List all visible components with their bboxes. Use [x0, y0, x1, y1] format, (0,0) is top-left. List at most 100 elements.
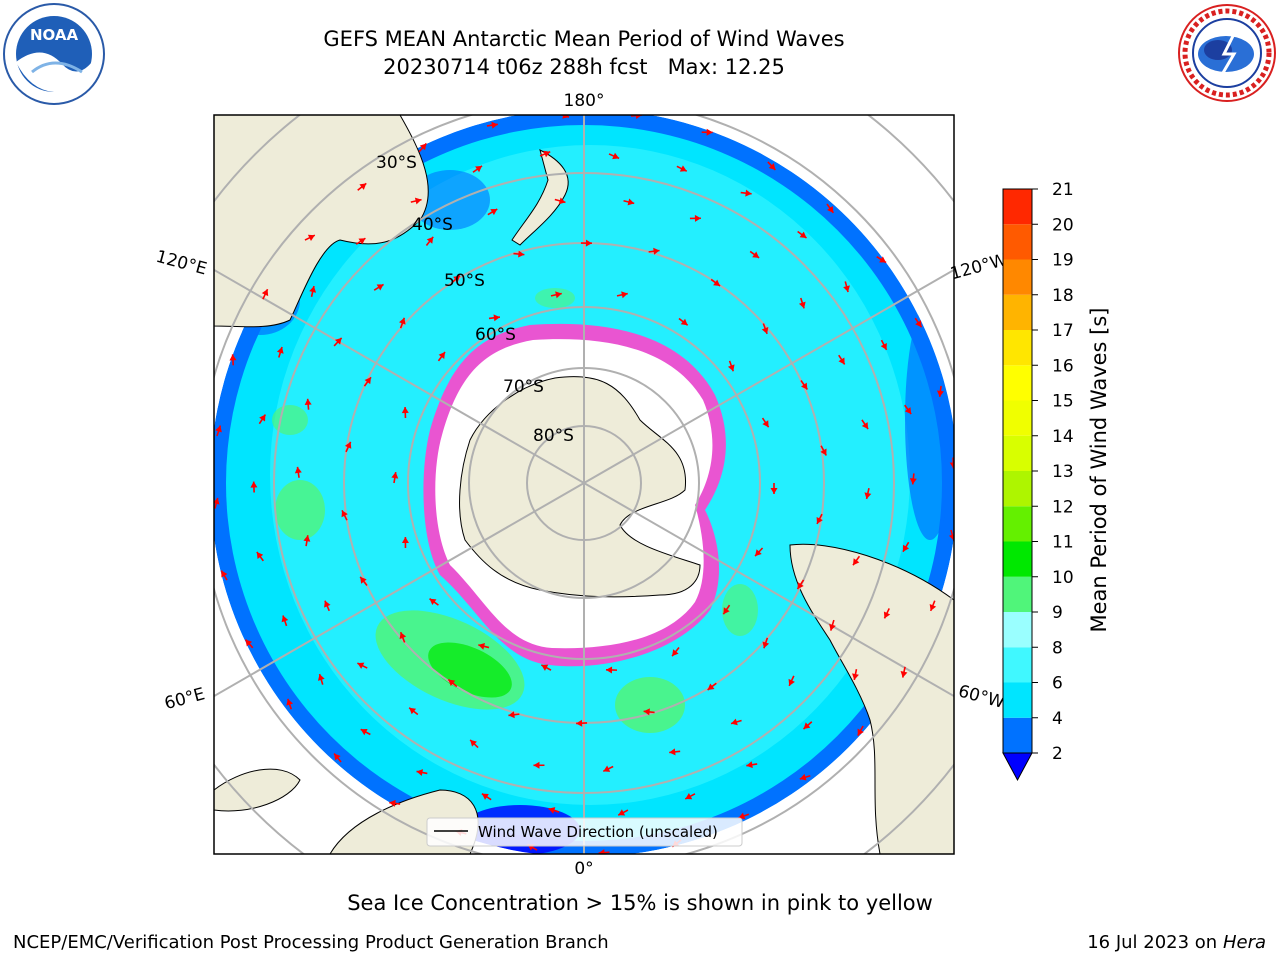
- wind-wave-arrow-head: [936, 390, 944, 397]
- wind-wave-arrow-head: [669, 748, 676, 756]
- wind-wave-arrow-head: [707, 683, 715, 690]
- colorbar: 2 4 6 8 9 10 11 12 13 14 15 16 17 18 19 20 21: [1002, 180, 1074, 782]
- wind-wave-arrow-head: [490, 209, 498, 216]
- wind-wave-arrow-head: [799, 231, 807, 238]
- wind-wave-arrow-head: [215, 425, 222, 433]
- wind-wave-arrow-head: [864, 492, 872, 499]
- wind-wave-arrow-head: [713, 279, 721, 286]
- colorbar-tick-label: 9: [1052, 603, 1063, 623]
- wind-wave-arrow-head: [229, 354, 237, 361]
- wind-wave-arrow-head: [429, 598, 437, 606]
- colorbar-tick-label: 21: [1052, 180, 1074, 200]
- wind-wave-arrow-head: [598, 849, 605, 854]
- wind-wave-arrow-head: [324, 600, 331, 608]
- colorbar-tick-label: 13: [1052, 462, 1074, 482]
- colorbar-bin: [1003, 330, 1032, 366]
- wind-wave-arrow-head: [391, 472, 399, 479]
- wind-wave-arrow-head: [799, 773, 807, 781]
- wind-wave-arrow-head: [797, 582, 804, 590]
- wind-wave-arrow-head: [334, 753, 341, 761]
- legend-label: Wind Wave Direction (unscaled): [478, 823, 718, 841]
- wind-wave-arrow-head: [762, 641, 770, 649]
- wind-wave-arrow-head: [426, 236, 434, 244]
- wind-wave-arrow-head: [904, 407, 912, 414]
- colorbar-bin: [1003, 717, 1032, 753]
- lon-label-60w: 60°W: [956, 681, 1007, 713]
- wind-wave-arrow-head: [562, 115, 569, 119]
- wind-wave-arrow-head: [816, 517, 823, 524]
- wind-wave-arrow-head: [770, 488, 778, 494]
- wind-wave-arrow-head: [359, 183, 367, 190]
- colorbar-bin: [1003, 189, 1032, 225]
- wind-wave-arrow-head: [838, 357, 845, 365]
- wind-wave-arrows: [214, 115, 954, 854]
- wind-wave-arrow-head: [857, 728, 864, 736]
- south-america-land: [789, 543, 954, 854]
- wind-wave-arrow-head: [635, 115, 642, 120]
- colorbar-bin: [1003, 576, 1032, 612]
- wind-wave-arrow-head: [555, 291, 562, 299]
- wind-wave-arrow-head: [827, 205, 834, 213]
- wind-wave-arrow-head: [618, 809, 626, 816]
- colorbar-bin: [1003, 647, 1032, 683]
- colorbar-tick-label: 2: [1052, 744, 1063, 764]
- wind-wave-arrow-head: [401, 536, 409, 544]
- lon-label-180: 180°: [564, 91, 605, 111]
- wind-wave-arrow-head: [685, 793, 693, 800]
- wind-wave-arrow-head: [304, 398, 312, 406]
- lat-label-50s: 50°S: [444, 271, 485, 291]
- colorbar-bin: [1003, 435, 1032, 471]
- chart-subtitle-run: 20230714 t06z 288h fcst Max: 12.25: [383, 55, 785, 79]
- wind-wave-arrow-head: [852, 558, 860, 566]
- wind-wave-arrow-head: [723, 607, 730, 615]
- colorbar-bin: [1003, 400, 1032, 436]
- wind-wave-arrow-head: [605, 666, 613, 674]
- wind-wave-arrow-head: [358, 238, 366, 245]
- wind-wave-arrow-head: [364, 377, 371, 385]
- colorbar-tick-label: 4: [1052, 709, 1063, 729]
- wind-wave-arrow-head: [672, 649, 679, 657]
- colorbar-tick-label: 14: [1052, 427, 1074, 447]
- colorbar-extend-arrow: [1002, 752, 1033, 782]
- antarctica-land: [459, 376, 701, 598]
- colorbar-bin: [1003, 471, 1032, 507]
- colorbar-tick-label: 11: [1052, 533, 1074, 553]
- wind-wave-arrow-head: [543, 150, 551, 158]
- wind-wave-arrow-head: [518, 250, 525, 258]
- wind-wave-arrow-head: [788, 678, 795, 686]
- colorbar-tick-label: 15: [1052, 392, 1074, 412]
- wind-wave-arrow-head: [909, 478, 917, 485]
- wind-wave-arrow-head: [915, 320, 922, 328]
- wind-wave-arrow-head: [344, 441, 352, 449]
- lat-label-60s: 60°S: [475, 325, 516, 345]
- wind-wave-arrow-head: [803, 722, 811, 729]
- wind-wave-arrow-head: [558, 197, 566, 205]
- wind-wave-arrow-head: [453, 275, 460, 283]
- colorbar-bin: [1003, 224, 1032, 260]
- wind-wave-arrow-head: [541, 664, 549, 671]
- wind-wave-arrow-head: [448, 679, 456, 687]
- lat-label-80s: 80°S: [533, 426, 574, 446]
- wind-wave-arrow-head: [416, 769, 424, 776]
- lat-label-30s: 30°S: [376, 153, 417, 173]
- colorbar-bin: [1003, 682, 1032, 718]
- wind-wave-arrow-head: [481, 793, 489, 800]
- wind-wave-arrow-head: [508, 711, 515, 719]
- wind-wave-arrow-head: [261, 289, 269, 297]
- wind-wave-arrow-head: [294, 466, 302, 474]
- wind-wave-arrow-head: [478, 642, 485, 650]
- nws-logo: [1178, 4, 1276, 102]
- footer-date: 16 Jul 2023 on Hera: [1087, 932, 1266, 953]
- wind-wave-arrow-head: [755, 549, 762, 557]
- wind-wave-arrow-head: [948, 534, 954, 541]
- wind-wave-arrow-head: [680, 318, 688, 326]
- lon-label-0: 0°: [574, 859, 593, 879]
- wind-wave-arrow-head: [493, 314, 500, 322]
- wind-wave-arrow-head: [286, 698, 294, 706]
- footer-date-host: Hera: [1222, 932, 1266, 953]
- wind-wave-arrow-head: [399, 632, 407, 640]
- colorbar-tick-label: 16: [1052, 356, 1074, 376]
- wind-wave-arrow-head: [768, 163, 776, 170]
- wind-wave-arrow-head: [475, 165, 482, 173]
